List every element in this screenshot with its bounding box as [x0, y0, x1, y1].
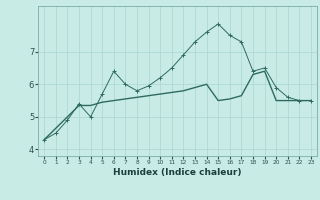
X-axis label: Humidex (Indice chaleur): Humidex (Indice chaleur) [113, 168, 242, 177]
